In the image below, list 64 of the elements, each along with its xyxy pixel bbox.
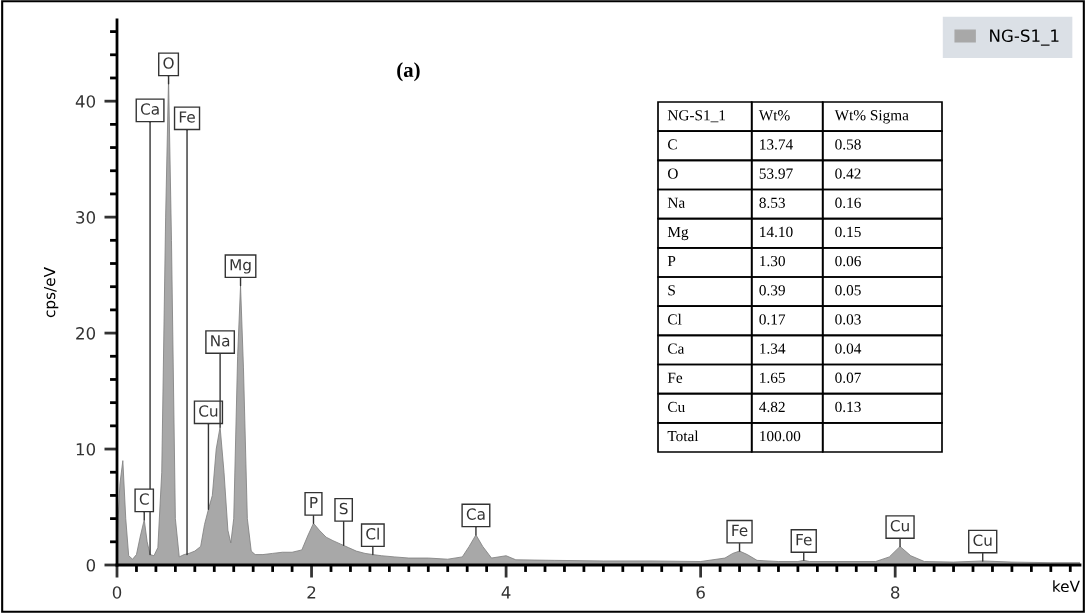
annotation: S bbox=[339, 502, 348, 515]
annotation: Cl bbox=[366, 527, 379, 540]
annotation: 0.07 bbox=[835, 372, 861, 383]
annotation: Ca bbox=[466, 508, 485, 520]
x-axis-title: keV bbox=[1053, 580, 1080, 593]
x-tick-label: 2 bbox=[307, 586, 316, 599]
annotation: Cu bbox=[973, 534, 992, 546]
annotation: Wt% bbox=[758, 110, 790, 121]
annotation: 0.05 bbox=[835, 285, 861, 296]
annotation: 14.10 bbox=[760, 226, 793, 238]
annotation: Fe bbox=[667, 372, 683, 383]
legend-label: NG-S1_1 bbox=[990, 29, 1059, 46]
annotation: 8.53 bbox=[759, 197, 785, 208]
annotation: Fe bbox=[179, 111, 195, 123]
annotation: C bbox=[139, 493, 149, 505]
annotation: Ca bbox=[140, 103, 159, 115]
y-tick-label: 30 bbox=[76, 211, 96, 224]
y-tick-label: 0 bbox=[86, 558, 96, 572]
annotation: Total bbox=[667, 430, 699, 442]
annotation: Fe bbox=[796, 534, 812, 546]
annotation: Na bbox=[211, 335, 230, 347]
y-tick-label: 10 bbox=[76, 443, 96, 456]
y-tick-label: 20 bbox=[76, 327, 96, 340]
annotation: Ca bbox=[668, 343, 685, 354]
annotation: Cu bbox=[890, 519, 909, 532]
x-tick-label: 4 bbox=[501, 586, 511, 599]
x-tick-label: 0 bbox=[112, 586, 122, 599]
x-tick-label: 8 bbox=[891, 586, 900, 599]
annotation: Cu bbox=[668, 401, 685, 413]
annotation: 13.74 bbox=[760, 139, 793, 150]
annotation: Wt% Sigma bbox=[834, 110, 909, 124]
annotation: Na bbox=[667, 197, 685, 208]
annotation: O bbox=[668, 168, 678, 179]
annotation: 4.82 bbox=[759, 401, 785, 413]
annotation: 0.15 bbox=[835, 226, 861, 238]
annotation: 0.03 bbox=[835, 314, 861, 325]
annotation: 0.16 bbox=[835, 197, 861, 208]
annotation: 100.00 bbox=[760, 430, 801, 442]
annotation: P bbox=[310, 496, 318, 509]
annotation: 1.34 bbox=[760, 343, 786, 354]
annotation: 1.30 bbox=[760, 255, 785, 267]
annotation: 0.39 bbox=[759, 285, 785, 296]
y-axis-title: cps/eV bbox=[43, 267, 59, 318]
annotation: Mg bbox=[230, 259, 251, 274]
annotation: S bbox=[668, 285, 675, 296]
annotation: 0.06 bbox=[835, 255, 861, 267]
annotation: (a) bbox=[397, 62, 420, 82]
y-tick-label: 40 bbox=[75, 95, 96, 108]
annotation: Cu bbox=[199, 405, 218, 417]
annotation: 0.04 bbox=[835, 343, 862, 354]
annotation: 0.42 bbox=[835, 168, 861, 179]
annotation: 0.17 bbox=[759, 314, 786, 325]
annotation: O bbox=[163, 57, 174, 69]
annotation: Fe bbox=[732, 524, 748, 537]
annotation: 1.65 bbox=[760, 372, 785, 383]
annotation: NG-S1_1 bbox=[667, 110, 726, 123]
annotation: 53.97 bbox=[759, 168, 793, 179]
annotation: Mg bbox=[667, 226, 689, 241]
annotation: C bbox=[668, 139, 677, 150]
annotation: 0.13 bbox=[835, 401, 861, 413]
x-tick-label: 6 bbox=[696, 586, 705, 599]
annotation: 0.58 bbox=[835, 139, 861, 150]
annotation: P bbox=[667, 256, 676, 267]
annotation: Cl bbox=[668, 313, 682, 325]
